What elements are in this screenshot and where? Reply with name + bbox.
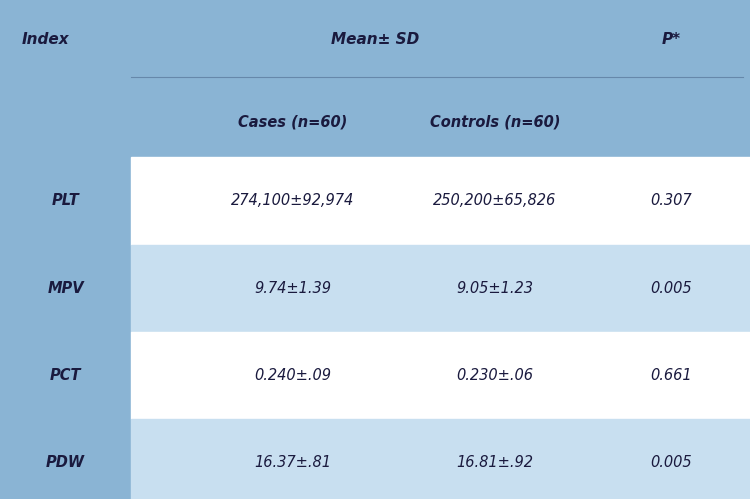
Text: Index: Index bbox=[21, 32, 69, 47]
Text: 0.230±.06: 0.230±.06 bbox=[457, 368, 533, 383]
Text: 9.74±1.39: 9.74±1.39 bbox=[254, 280, 331, 296]
Text: 0.307: 0.307 bbox=[650, 193, 692, 209]
Bar bbox=[131, 419, 750, 499]
Text: 274,100±92,974: 274,100±92,974 bbox=[231, 193, 354, 209]
Text: Controls (n=60): Controls (n=60) bbox=[430, 115, 560, 130]
Text: 9.05±1.23: 9.05±1.23 bbox=[457, 280, 533, 296]
Text: 0.005: 0.005 bbox=[650, 455, 692, 471]
Text: 0.240±.09: 0.240±.09 bbox=[254, 368, 331, 383]
Text: Mean± SD: Mean± SD bbox=[331, 32, 419, 47]
Bar bbox=[131, 245, 750, 332]
Bar bbox=[131, 157, 750, 245]
Text: 0.661: 0.661 bbox=[650, 368, 692, 383]
Text: 16.37±.81: 16.37±.81 bbox=[254, 455, 331, 471]
Text: 250,200±65,826: 250,200±65,826 bbox=[433, 193, 556, 209]
Text: 16.81±.92: 16.81±.92 bbox=[457, 455, 533, 471]
Text: P*: P* bbox=[662, 32, 681, 47]
Text: MPV: MPV bbox=[47, 280, 84, 296]
Text: 0.005: 0.005 bbox=[650, 280, 692, 296]
Text: PDW: PDW bbox=[46, 455, 85, 471]
Text: Cases (n=60): Cases (n=60) bbox=[238, 115, 347, 130]
Text: PLT: PLT bbox=[52, 193, 80, 209]
Bar bbox=[131, 332, 750, 419]
Text: PCT: PCT bbox=[50, 368, 81, 383]
